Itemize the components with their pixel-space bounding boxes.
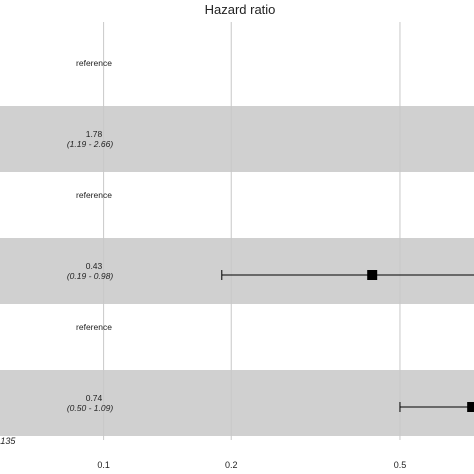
row-label-5: 0.74 bbox=[86, 393, 103, 403]
row-bands bbox=[0, 106, 474, 436]
x-tick-label-1: 0.2 bbox=[225, 460, 238, 470]
hr-point-3 bbox=[367, 270, 378, 280]
row-ci-label-3: (0.19 - 0.98) bbox=[67, 271, 113, 281]
chart-title: Hazard ratio bbox=[205, 2, 276, 17]
gridlines bbox=[103, 22, 401, 440]
row-label-3: 0.43 bbox=[86, 261, 103, 271]
x-tick-label-2: 0.5 bbox=[394, 460, 407, 470]
x-axis-ticks: 0.1 0.2 0.5 bbox=[97, 460, 406, 470]
row-label-4: reference bbox=[76, 322, 112, 332]
footer-text: 1135 bbox=[0, 436, 16, 446]
ci-marks bbox=[221, 270, 474, 412]
row-band-1 bbox=[0, 106, 474, 172]
x-tick-label-0: 0.1 bbox=[97, 460, 110, 470]
row-band-3 bbox=[0, 238, 474, 304]
row-ci-label-1: (1.19 - 2.66) bbox=[67, 139, 113, 149]
row-label-1: 1.78 bbox=[86, 129, 103, 139]
hr-point-5 bbox=[467, 402, 474, 412]
row-ci-label-5: (0.50 - 1.09) bbox=[67, 403, 113, 413]
row-label-0: reference bbox=[76, 58, 112, 68]
row-band-5 bbox=[0, 370, 474, 436]
row-label-2: reference bbox=[76, 190, 112, 200]
